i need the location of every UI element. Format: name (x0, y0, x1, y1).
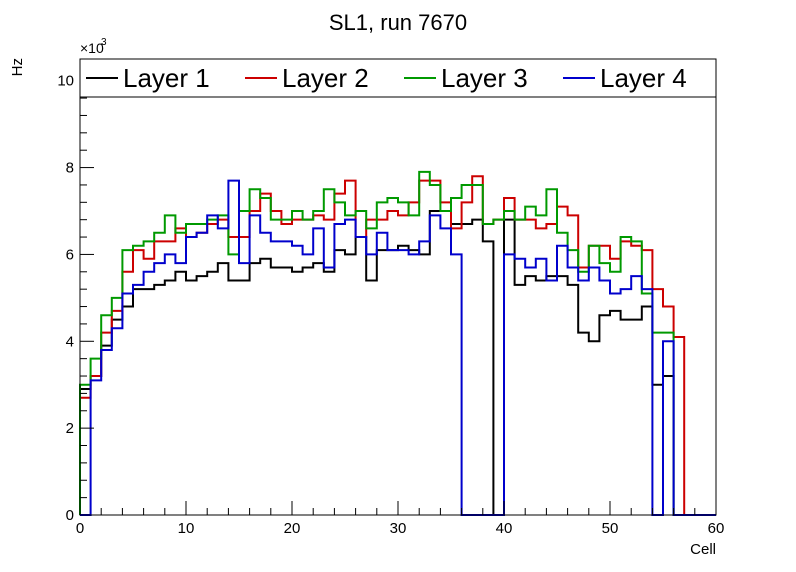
plot-frame (79, 58, 717, 516)
x-tick-label: 20 (284, 520, 301, 537)
axes-layer: 0 10 20 30 40 50 60 0 2 4 6 8 10 (57, 58, 725, 537)
y-tick-label: 10 (57, 73, 74, 90)
legend-entries: Layer 1 Layer 2 Layer 3 Layer 4 (86, 63, 687, 93)
y-tick-label: 0 (66, 507, 74, 524)
x-tick-label: 10 (178, 520, 195, 537)
series-line-layer-1 (79, 210, 716, 516)
legend-label-layer-4: Layer 4 (600, 63, 687, 93)
x-tick-label: 50 (602, 520, 619, 537)
x-tick-label: 30 (390, 520, 407, 537)
legend-box (79, 58, 717, 98)
legend-label-layer-2: Layer 2 (282, 63, 369, 93)
series-line-layer-2 (79, 175, 716, 516)
x-tick-label: 40 (496, 520, 513, 537)
y-multiplier: ×10 3 (80, 37, 107, 56)
y-tick-label: 4 (66, 333, 74, 350)
series-layer (79, 170, 716, 516)
y-tick-label: 2 (66, 420, 74, 437)
chart-title: SL1, run 7670 (329, 10, 467, 35)
y-multiplier-base: ×10 (80, 40, 104, 56)
y-tick-label: 8 (66, 160, 74, 177)
x-tick-label: 60 (708, 520, 725, 537)
y-tick-label: 6 (66, 246, 74, 263)
legend-label-layer-3: Layer 3 (441, 63, 528, 93)
y-multiplier-exponent: 3 (101, 37, 107, 48)
legend-label-layer-1: Layer 1 (123, 63, 210, 93)
series-line-layer-4 (80, 179, 716, 516)
x-tick-label: 0 (76, 520, 84, 537)
y-axis-label: Hz (9, 58, 26, 76)
legend: Layer 1 Layer 2 Layer 3 Layer 4 (79, 58, 717, 98)
x-axis-label: Cell (690, 541, 716, 558)
series-line-layer-3 (79, 170, 716, 516)
